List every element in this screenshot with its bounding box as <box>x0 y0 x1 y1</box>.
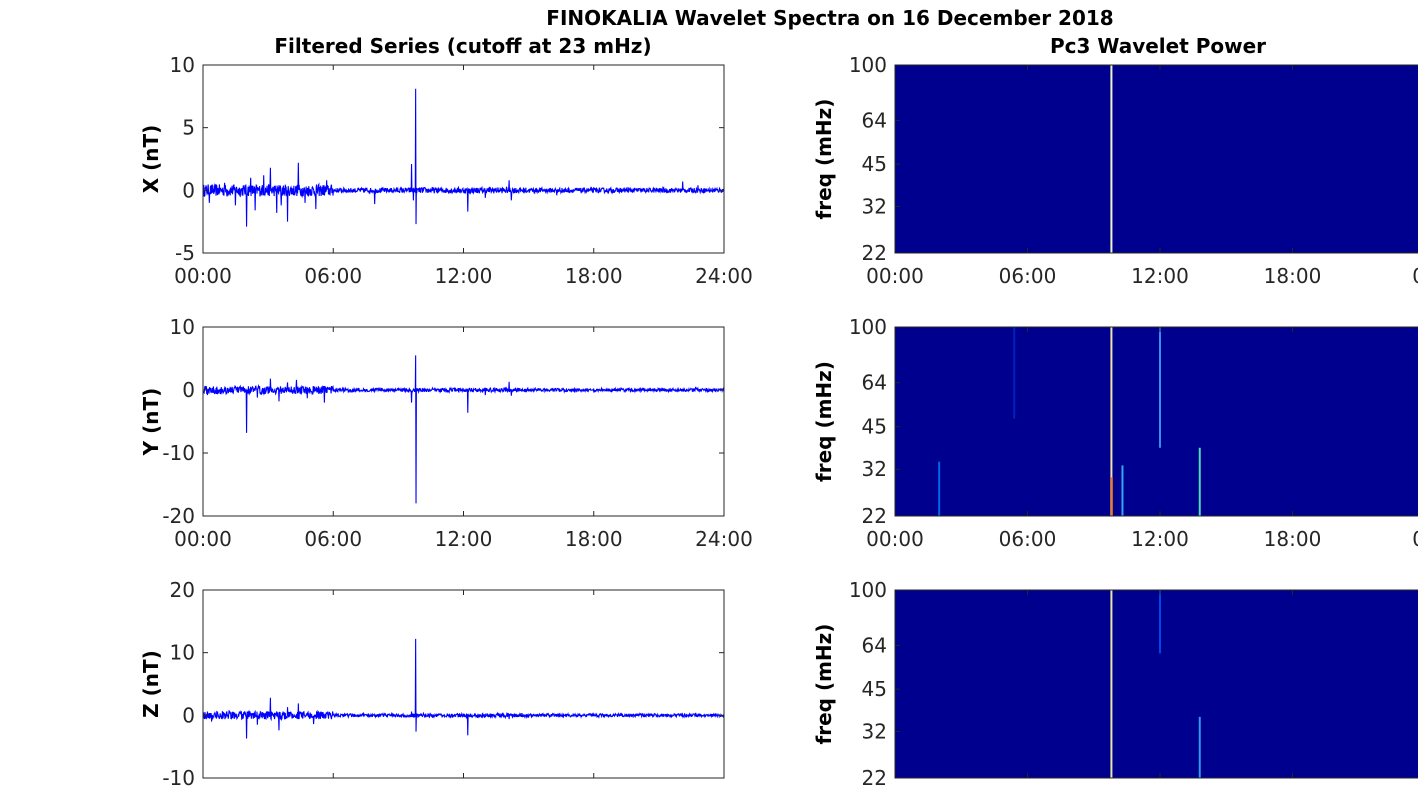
figure-title: FINOKALIA Wavelet Spectra on 16 December… <box>546 6 1113 30</box>
y-tick-label: 22 <box>862 241 887 265</box>
power-streak <box>1013 327 1016 419</box>
panel-pc3-y: 22 32 45 64 100 00:00 06:00 12:00 18:00 00 freq (m… <box>812 315 1418 551</box>
axes-frame <box>202 64 725 254</box>
axes-frame <box>202 589 725 779</box>
power-streak <box>1198 716 1201 778</box>
x-tick-label: 06:00 <box>999 264 1057 288</box>
y-axis-label: freq (mHz) <box>812 624 836 745</box>
spectrogram-background <box>895 327 1418 516</box>
y-tick-label: 0 <box>182 378 195 402</box>
power-streak <box>1198 447 1201 516</box>
y-tick-label: 64 <box>862 108 887 132</box>
spectrogram-background <box>895 65 1418 253</box>
x-tick-label: 12:00 <box>435 264 493 288</box>
panel-z: -10 0 10 20 Z (nT) <box>139 578 725 788</box>
x-tick-label: 18:00 <box>565 264 623 288</box>
x-tick-label: 18:00 <box>1264 264 1322 288</box>
power-streak <box>1110 327 1113 516</box>
y-tick-label: 100 <box>849 315 887 339</box>
panel-y: -20 -10 0 10 00:00 06:00 12:00 18:00 24:00 Y (nT) <box>139 315 753 551</box>
left-column-title: Filtered Series (cutoff at 23 mHz) <box>274 34 651 58</box>
y-tick-label: 32 <box>862 457 887 481</box>
y-tick-label: 32 <box>862 194 887 218</box>
y-tick-label: -5 <box>175 241 195 265</box>
x-tick-label: 00:00 <box>174 264 232 288</box>
x-tick-label: 24:00 <box>695 527 753 551</box>
right-column-title: Pc3 Wavelet Power <box>1050 34 1266 58</box>
y-tick-label: 22 <box>862 504 887 528</box>
x-tick-label: 00:00 <box>866 527 924 551</box>
x-tick-label: 18:00 <box>1264 527 1322 551</box>
y-tick-label: 0 <box>182 178 195 202</box>
x-tick-label: 12:00 <box>1131 527 1189 551</box>
y-axis-label: freq (mHz) <box>812 99 836 220</box>
panels-group: -5 0 5 10 00:00 06:00 12:00 18:00 24:00 X (nT) -20… <box>139 53 1418 788</box>
y-tick-label: 32 <box>862 719 887 743</box>
y-tick-label: 45 <box>862 152 887 176</box>
panel-pc3-z: 22 32 45 64 100 freq (mHz) <box>812 578 1418 788</box>
x-tick-label: 12:00 <box>435 527 493 551</box>
power-streak <box>1110 477 1113 516</box>
x-tick-label: 06:00 <box>999 527 1057 551</box>
y-tick-label: 64 <box>862 633 887 657</box>
x-tick-label: 06:00 <box>304 527 362 551</box>
x-tick-label: 18:00 <box>565 527 623 551</box>
y-tick-label: -20 <box>162 504 195 528</box>
series-line <box>203 88 724 227</box>
panel-x: -5 0 5 10 00:00 06:00 12:00 18:00 24:00 X (nT) <box>139 53 753 288</box>
power-streak <box>1159 590 1161 654</box>
x-tick-label: 24:00 <box>695 264 753 288</box>
power-streak <box>1159 327 1161 448</box>
y-tick-label: 100 <box>849 53 887 77</box>
power-streak <box>1121 465 1124 516</box>
y-tick-label: 10 <box>170 641 195 665</box>
y-tick-label: 10 <box>170 53 195 77</box>
spectrogram-background <box>895 590 1418 778</box>
y-axis-label: freq (mHz) <box>812 361 836 482</box>
y-tick-label: 20 <box>170 578 195 602</box>
y-tick-label: 64 <box>862 371 887 395</box>
y-axis-label: Z (nT) <box>139 650 163 718</box>
x-tick-label: 00:00 <box>866 264 924 288</box>
y-tick-label: 45 <box>862 415 887 439</box>
x-tick-label: 06:00 <box>304 264 362 288</box>
y-tick-label: 0 <box>182 703 195 727</box>
x-tick-label: 00 <box>1412 527 1418 551</box>
y-tick-label: -10 <box>162 766 195 788</box>
y-tick-label: 5 <box>182 116 195 140</box>
y-tick-label: 100 <box>849 578 887 602</box>
y-tick-label: 22 <box>862 766 887 788</box>
axes-frame <box>202 326 725 517</box>
power-streak <box>1110 590 1113 778</box>
y-axis-label: X (nT) <box>139 125 163 194</box>
y-tick-label: 45 <box>862 677 887 701</box>
y-axis-label: Y (nT) <box>139 388 163 457</box>
y-tick-label: -10 <box>162 441 195 465</box>
y-tick-label: 10 <box>170 315 195 339</box>
series-line <box>203 638 724 739</box>
panel-pc3-x: 22 32 45 64 100 00:00 06:00 12:00 18:00 00 freq (m… <box>812 53 1418 288</box>
x-tick-label: 00:00 <box>174 527 232 551</box>
series-line <box>203 355 724 504</box>
x-tick-label: 12:00 <box>1131 264 1189 288</box>
power-streak <box>1110 65 1113 253</box>
power-streak <box>938 461 941 516</box>
x-tick-label: 00 <box>1412 264 1418 288</box>
